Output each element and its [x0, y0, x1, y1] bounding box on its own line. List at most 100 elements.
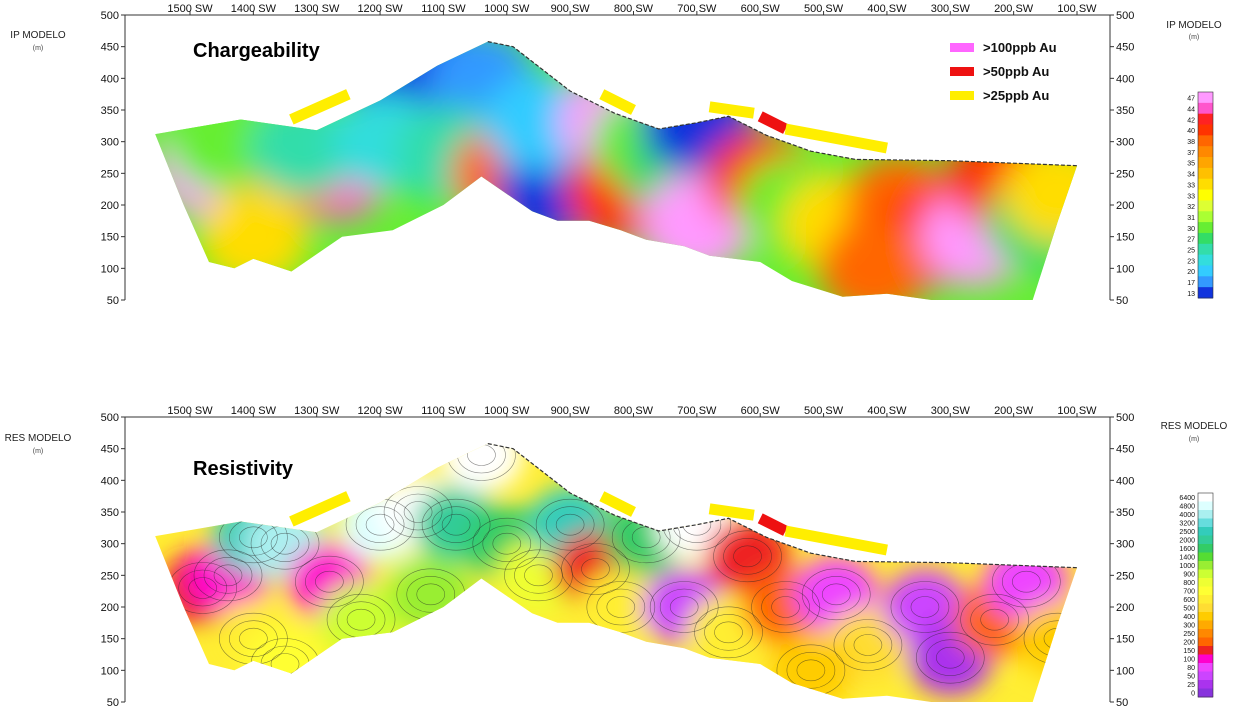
colorbar-swatch	[1198, 603, 1213, 613]
colorbar-tick-label: 700	[1183, 588, 1195, 595]
colorbar-tick-label: 33	[1187, 182, 1195, 189]
colorbar-tick-label: 25	[1187, 682, 1195, 689]
x-tick-label: 1200 SW	[357, 405, 403, 417]
colorbar-swatch	[1198, 243, 1213, 256]
contour-line	[383, 486, 453, 538]
colorbar-tick-label: 800	[1183, 580, 1195, 587]
data-cell	[1002, 142, 1077, 242]
colorbar-swatch	[1198, 663, 1213, 672]
colorbar-swatch	[1198, 569, 1213, 579]
colorbar-swatch	[1198, 535, 1213, 545]
contour-line	[561, 543, 630, 595]
contour-line	[801, 568, 871, 621]
x-tick-label: 1400 SW	[231, 405, 277, 417]
colorbar-tick-label: 13	[1187, 291, 1195, 298]
y-tick-label-left: 50	[107, 697, 119, 709]
contour-line	[315, 570, 344, 593]
colorbar-swatch	[1198, 222, 1213, 234]
contour-line	[786, 652, 836, 689]
colorbar-swatch	[1198, 287, 1213, 299]
y-tick-label-right: 250	[1116, 570, 1134, 582]
colorbar-swatch	[1198, 135, 1213, 147]
contour-line	[545, 506, 595, 543]
x-tick-label: 900 SW	[551, 3, 591, 15]
colorbar-swatch	[1198, 493, 1213, 502]
x-tick-label: 100 SW	[1057, 3, 1097, 15]
au-anomaly-bar	[784, 525, 888, 556]
colorbar-swatch	[1198, 688, 1213, 698]
x-tick-label: 200 SW	[994, 405, 1034, 417]
contour-line	[431, 506, 481, 543]
y-tick-label-right: 100	[1116, 665, 1134, 677]
x-tick-label: 400 SW	[867, 405, 907, 417]
contour-line	[649, 581, 719, 633]
colorbar-tick-label: 33	[1187, 193, 1195, 200]
colorbar-swatch	[1198, 178, 1213, 191]
colorbar-swatch	[1198, 646, 1213, 655]
colorbar-tick-label: 600	[1183, 597, 1195, 604]
contour-line	[555, 513, 585, 536]
data-cell	[768, 632, 853, 702]
contour-line	[504, 549, 573, 602]
colorbar-tick-label: 500	[1183, 605, 1195, 612]
y-tick-label-left: 450	[101, 444, 119, 456]
contour-line	[970, 601, 1019, 638]
colorbar-swatch	[1198, 92, 1213, 104]
y-tick-label-right: 250	[1116, 168, 1134, 180]
colorbar-swatch	[1198, 552, 1213, 562]
colorbar-swatch	[1198, 167, 1213, 180]
contour-line	[714, 621, 743, 644]
contour-line	[694, 606, 763, 659]
y-tick-label-left: 200	[101, 602, 119, 614]
colorbar-tick-label: 23	[1187, 258, 1195, 265]
y-tick-label-right: 200	[1116, 200, 1134, 212]
resistivity-panel: RES MODELO (m) 1500 SW 1400 SW 1300 SW 1200…	[5, 405, 1228, 709]
ip-axes: 1500 SW 1400 SW 1300 SW 1200 SW 1100 SW 1000 …	[101, 3, 1135, 307]
x-tick-label: 1200 SW	[357, 3, 403, 15]
colorbar-swatch	[1198, 200, 1213, 212]
colorbar-tick-label: 2000	[1179, 537, 1195, 544]
colorbar-tick-label: 37	[1187, 150, 1195, 157]
contour-line	[796, 659, 826, 682]
y-tick-label-left: 250	[101, 168, 119, 180]
colorbar-tick-label: 1400	[1179, 554, 1195, 561]
colorbar-swatch	[1198, 518, 1213, 528]
contour-line	[188, 577, 217, 599]
au-anomaly-bar	[757, 513, 789, 536]
colorbar-swatch	[1198, 102, 1213, 115]
contour-line	[935, 646, 965, 669]
x-tick-label: 600 SW	[741, 3, 781, 15]
colorbar-tick-label: 4800	[1179, 503, 1195, 510]
x-tick-label: 300 SW	[931, 405, 971, 417]
x-tick-label: 1000 SW	[484, 405, 530, 417]
ip-colorbar-title: IP MODELO	[1166, 20, 1222, 31]
contour-line	[669, 596, 699, 618]
colorbar-swatch	[1198, 276, 1213, 288]
colorbar-swatch	[1198, 189, 1213, 201]
contour-line	[833, 619, 903, 671]
ip-cell-group	[155, 41, 1077, 300]
legend-swatch	[950, 91, 974, 100]
contour-line	[843, 626, 893, 664]
y-tick-label-right: 50	[1116, 697, 1128, 709]
contour-line	[295, 555, 364, 608]
au-anomaly-bar	[599, 89, 636, 115]
res-au-bars	[289, 491, 888, 556]
contour-line	[960, 593, 1029, 646]
contour-line	[761, 588, 810, 626]
x-tick-label: 1100 SW	[421, 3, 466, 15]
colorbar-swatch	[1198, 265, 1213, 277]
y-tick-label-left: 200	[101, 200, 119, 212]
chargeability-panel: IP MODELO (m) 1500 SW 1400 SW 1300 SW 1200 …	[10, 3, 1222, 307]
colorbar-tick-label: 17	[1187, 280, 1195, 287]
ip-colorbar-unit: (m)	[1189, 34, 1200, 41]
colorbar-tick-label: 1600	[1179, 546, 1195, 553]
y-tick-label-left: 150	[101, 634, 119, 646]
colorbar-tick-label: 200	[1183, 639, 1195, 646]
x-tick-label: 500 SW	[804, 405, 844, 417]
colorbar-swatch	[1198, 544, 1213, 553]
contour-line	[596, 588, 646, 626]
data-cell	[483, 73, 594, 173]
y-tick-label-right: 150	[1116, 634, 1134, 646]
y-tick-label-right: 100	[1116, 263, 1134, 275]
